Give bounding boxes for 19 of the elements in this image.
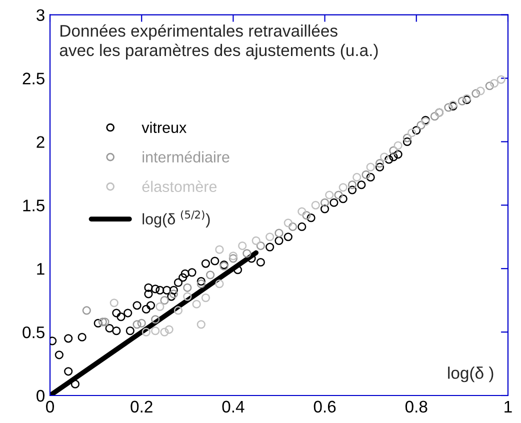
- annotation: Données expérimentales retravaillées avec les paramètres des ajustements (u.a.): [60, 24, 378, 60]
- x-tick-label: 0.6: [314, 400, 336, 413]
- y-tick-label: 3: [36, 9, 44, 22]
- y-tick-label: 0: [36, 390, 45, 402]
- y-tick-label: 1: [37, 263, 44, 275]
- legend-label: vitreux: [142, 122, 186, 134]
- y-tick-label: 2: [36, 136, 44, 148]
- x-tick-label: 0.4: [222, 400, 244, 413]
- y-tick-label: 2.5: [22, 72, 44, 84]
- x-tick-label: 1: [504, 400, 512, 412]
- legend-label: élastomère: [142, 180, 217, 192]
- legend-label: log(δ $^{(5/2)}$): [142, 210, 210, 228]
- legend-label: intermédiaire: [142, 151, 230, 163]
- y-tick-label: 0.5: [22, 326, 44, 338]
- y-tick-label: 1.5: [23, 200, 44, 212]
- x-tick-label: 0.2: [130, 400, 152, 413]
- x-tick-label: 0.8: [405, 400, 428, 413]
- x-axis-title: log(δ ): [448, 366, 494, 382]
- x-tick-label: 0: [46, 400, 54, 413]
